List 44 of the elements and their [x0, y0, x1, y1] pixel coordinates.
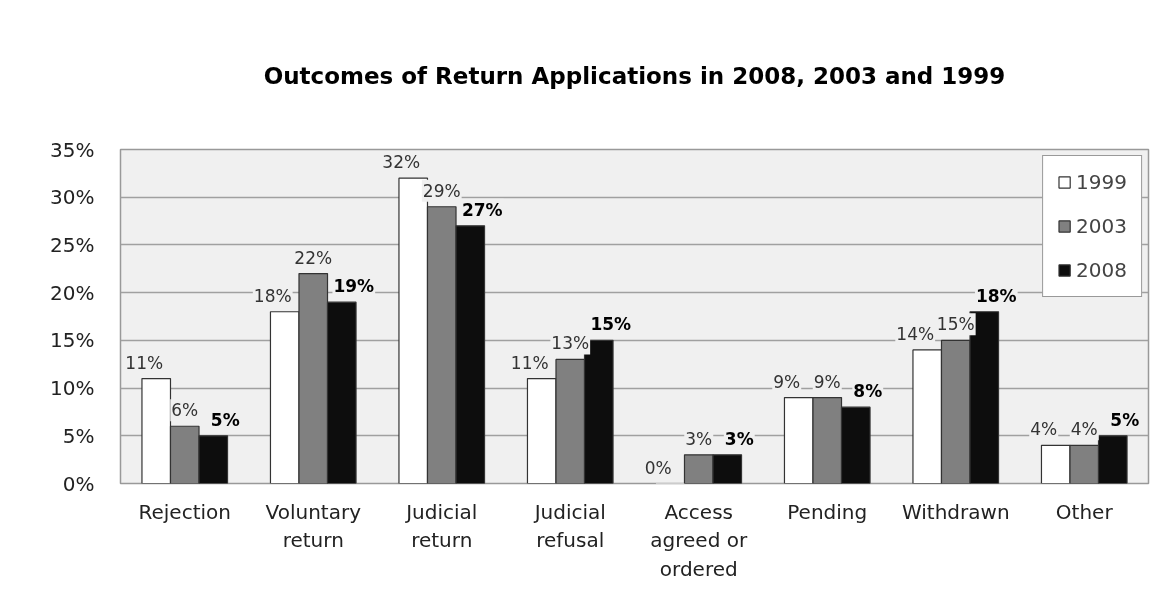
data-label: 4% [1030, 419, 1058, 440]
data-label: 4% [1070, 419, 1098, 440]
data-label: 13% [551, 333, 590, 354]
data-label: 3% [724, 428, 754, 449]
data-label: 9% [773, 371, 801, 392]
data-label: 9% [813, 371, 841, 392]
y-tick-label: 10% [50, 376, 95, 401]
y-tick-label: 15% [50, 328, 95, 353]
y-tick-label: 25% [50, 232, 95, 257]
data-label: 6% [171, 400, 199, 421]
x-tick-label: Withdrawn [901, 499, 1010, 524]
y-tick-label: 35% [50, 137, 95, 162]
data-label: 14% [896, 323, 935, 344]
x-tick-label: Voluntary return [265, 499, 362, 553]
data-label: 27% [461, 199, 503, 220]
data-label: 15% [590, 314, 632, 335]
data-label: 3% [685, 428, 713, 449]
data-label: 5% [1110, 409, 1140, 430]
x-tick-label: Access agreed or ordered [650, 499, 748, 582]
data-label: 11% [125, 352, 164, 373]
legend-label: 1999 [1076, 170, 1127, 194]
data-label: 5% [210, 409, 240, 430]
data-label: 18% [975, 285, 1017, 306]
x-tick-label: Judicial refusal [532, 499, 606, 553]
x-tick-label: Judicial return [404, 499, 478, 553]
x-tick-label: Rejection [138, 499, 231, 524]
y-tick-label: 0% [62, 471, 95, 496]
x-tick-label: Other [1055, 499, 1114, 524]
y-tick-label: 30% [50, 185, 95, 210]
legend-label: 2008 [1076, 258, 1127, 282]
chart-title: Outcomes of Return Applications in 2008, 2003 and 1999 [263, 63, 1006, 89]
data-label: 29% [422, 180, 461, 201]
x-tick-label: Pending [787, 499, 868, 524]
y-tick-label: 5% [62, 423, 95, 448]
data-label: 0% [644, 457, 672, 478]
legend-label: 2003 [1076, 214, 1127, 238]
data-label: 18% [253, 285, 292, 306]
y-tick-label: 20% [50, 280, 95, 305]
data-label: 11% [510, 352, 549, 373]
data-label: 22% [294, 247, 333, 268]
data-label: 32% [382, 152, 421, 173]
data-label: 15% [936, 314, 975, 335]
data-label: 8% [853, 381, 883, 402]
data-label: 19% [333, 276, 375, 297]
